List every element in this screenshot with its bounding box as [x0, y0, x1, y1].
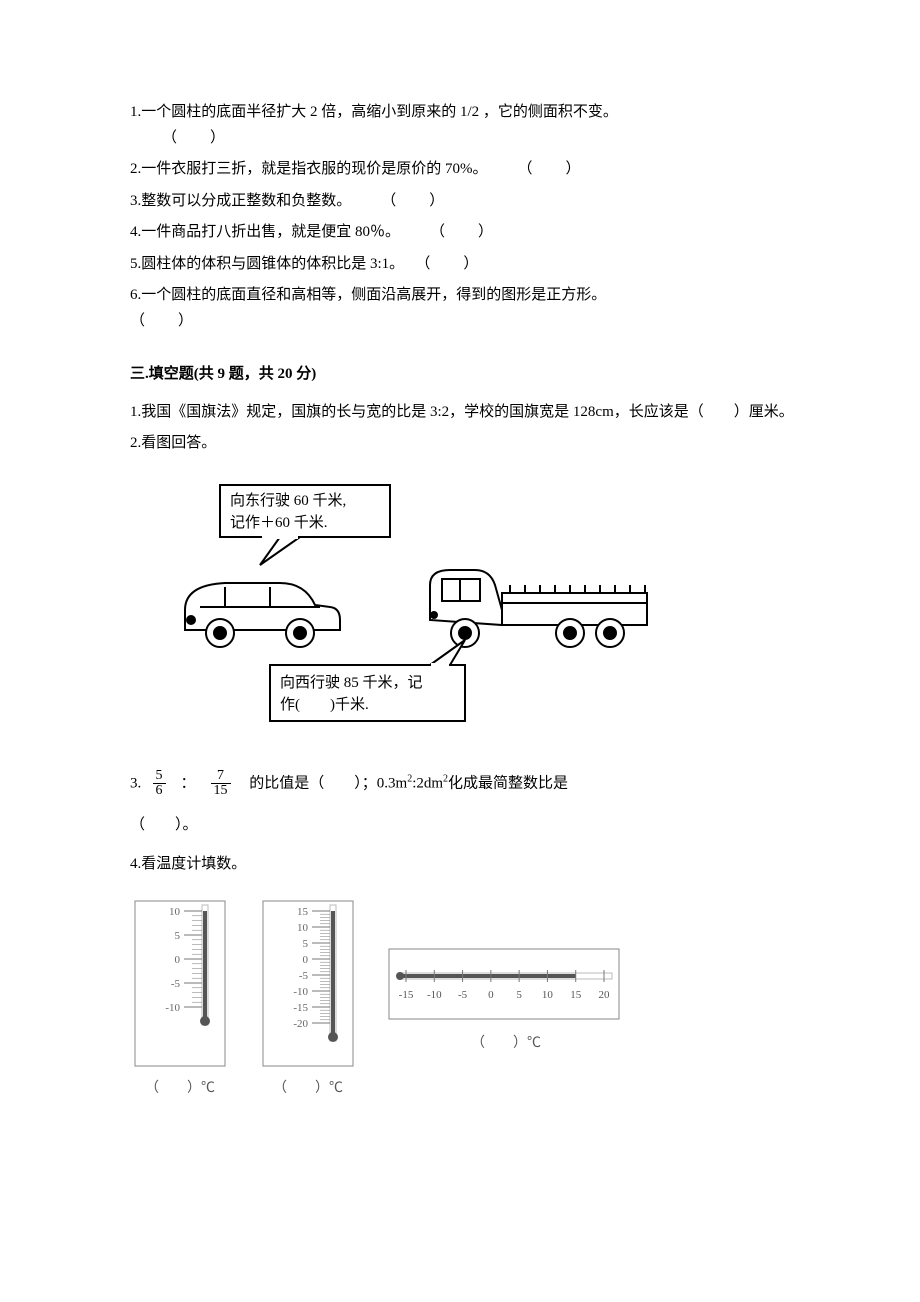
- s2-item-4-text: 4.一件商品打八折出售，就是便宜 80％。: [130, 224, 400, 240]
- svg-text:15: 15: [297, 906, 309, 918]
- q3-mid2: :2dm: [412, 775, 443, 791]
- thermometer-row: 10 5 0 -5 -10 （ ）℃ 15 10 5 0 -5 -10 -15 -20 （ ）℃ -1…: [130, 896, 800, 1101]
- s2-item-3: 3.整数可以分成正整数和负整数。 （ ）: [130, 189, 800, 215]
- svg-text:20: 20: [599, 989, 611, 1001]
- s2-item-1-paren: （ ）: [162, 130, 226, 146]
- s3-q1-text: 1.我国《国旗法》规定，国旗的长与宽的比是 3:2，学校的国旗宽是 128cm，…: [130, 404, 794, 420]
- s3-q4: 4.看温度计填数。: [130, 852, 800, 878]
- q3-frac2-den: 15: [211, 784, 231, 799]
- bubble-1-line1: 向东行驶 60 千米,: [230, 492, 346, 509]
- s2-item-6-paren: （ ）: [130, 313, 194, 329]
- s2-item-6-text: 6.一个圆柱的底面直径和高相等，侧面沿高展开，得到的图形是正方形。: [130, 287, 606, 303]
- svg-text:-15: -15: [399, 989, 414, 1001]
- svg-text:0: 0: [488, 989, 494, 1001]
- svg-text:-5: -5: [458, 989, 468, 1001]
- svg-text:-20: -20: [293, 1018, 308, 1030]
- q3-colon: ：: [181, 775, 196, 791]
- q3-second-line: （ ）。: [130, 813, 800, 839]
- thermo-3-label: （ ）℃: [386, 1032, 626, 1056]
- bubble-1-line2: 记作＋60 千米.: [230, 514, 328, 531]
- thermo-3: -15 -10 -5 0 5 10 15 20 （ ）℃: [386, 896, 626, 1056]
- s2-item-6: 6.一个圆柱的底面直径和高相等，侧面沿高展开，得到的图形是正方形。 （ ）: [130, 283, 800, 334]
- section-3-heading: 三.填空题(共 9 题，共 20 分): [130, 362, 800, 388]
- s2-item-1: 1.一个圆柱的底面半径扩大 2 倍，高缩小到原来的 1/2 ，它的侧面积不变。 …: [130, 100, 800, 151]
- s2-item-1-text: 1.一个圆柱的底面半径扩大 2 倍，高缩小到原来的 1/2 ，它的侧面积不变。: [130, 104, 618, 120]
- svg-text:-15: -15: [293, 1002, 308, 1014]
- svg-text:5: 5: [516, 989, 522, 1001]
- q3-mid: 的比值是（ ）；0.3m: [249, 775, 407, 791]
- svg-text:0: 0: [175, 954, 181, 966]
- svg-text:-10: -10: [427, 989, 442, 1001]
- s2-item-2-paren: （ ）: [518, 161, 582, 177]
- bubble-1-pointer: [260, 537, 300, 565]
- svg-text:5: 5: [175, 930, 181, 942]
- svg-text:0: 0: [303, 954, 309, 966]
- q3-prefix: 3.: [130, 775, 141, 791]
- bubble-2-pointer: [430, 640, 465, 665]
- thermo-2-label: （ ）℃: [258, 1077, 358, 1101]
- svg-text:-5: -5: [171, 978, 181, 990]
- svg-text:10: 10: [542, 989, 554, 1001]
- s2-item-4-paren: （ ）: [430, 224, 494, 240]
- section-2-judging: 1.一个圆柱的底面半径扩大 2 倍，高缩小到原来的 1/2 ，它的侧面积不变。 …: [130, 100, 800, 334]
- svg-text:-5: -5: [299, 970, 309, 982]
- s3-q2: 2.看图回答。: [130, 431, 800, 457]
- q2-figure: 向东行驶 60 千米, 记作＋60 千米. 向西行驶 85 千米，记: [130, 475, 800, 745]
- s2-item-4: 4.一件商品打八折出售，就是便宜 80％。 （ ）: [130, 220, 800, 246]
- s3-q2-text: 2.看图回答。: [130, 435, 216, 451]
- s2-item-2: 2.一件衣服打三折，就是指衣服的现价是原价的 70%。 （ ）: [130, 157, 800, 183]
- q3-tail: 化成最简整数比是: [448, 775, 568, 791]
- thermo-2: 15 10 5 0 -5 -10 -15 -20 （ ）℃: [258, 896, 358, 1101]
- svg-text:5: 5: [303, 938, 309, 950]
- q3-frac2: 7 15: [211, 769, 231, 799]
- q3-frac2-num: 7: [211, 769, 231, 785]
- svg-text:15: 15: [570, 989, 582, 1001]
- q3-frac1: 5 6: [153, 769, 166, 799]
- q3-frac1-num: 5: [153, 769, 166, 785]
- svg-text:10: 10: [169, 906, 181, 918]
- s2-item-3-text: 3.整数可以分成正整数和负整数。: [130, 193, 351, 209]
- svg-text:-10: -10: [165, 1002, 180, 1014]
- truck-icon: [430, 570, 647, 647]
- thermo-1-label: （ ）℃: [130, 1077, 230, 1101]
- s2-item-5: 5.圆柱体的体积与圆锥体的体积比是 3:1。 （ ）: [130, 252, 800, 278]
- s2-item-3-paren: （ ）: [381, 193, 445, 209]
- thermo-1: 10 5 0 -5 -10 （ ）℃: [130, 896, 230, 1101]
- s3-q1: 1.我国《国旗法》规定，国旗的长与宽的比是 3:2，学校的国旗宽是 128cm，…: [130, 400, 800, 426]
- svg-text:-10: -10: [293, 986, 308, 998]
- q3-frac1-den: 6: [153, 784, 166, 799]
- s2-item-5-paren: （ ）: [415, 256, 479, 272]
- s3-q3: 3. 5 6 ： 7 15 的比值是（ ）；0.3m2:2dm2化成最简整数比是: [130, 769, 800, 799]
- car-icon: [185, 583, 340, 647]
- svg-text:10: 10: [297, 922, 309, 934]
- s2-item-5-text: 5.圆柱体的体积与圆锥体的体积比是 3:1。: [130, 256, 404, 272]
- s3-q4-text: 4.看温度计填数。: [130, 856, 246, 872]
- s2-item-2-text: 2.一件衣服打三折，就是指衣服的现价是原价的 70%。: [130, 161, 488, 177]
- bubble-2-line1: 向西行驶 85 千米，记: [280, 674, 423, 691]
- bubble-2-line2: 作( )千米.: [280, 696, 369, 713]
